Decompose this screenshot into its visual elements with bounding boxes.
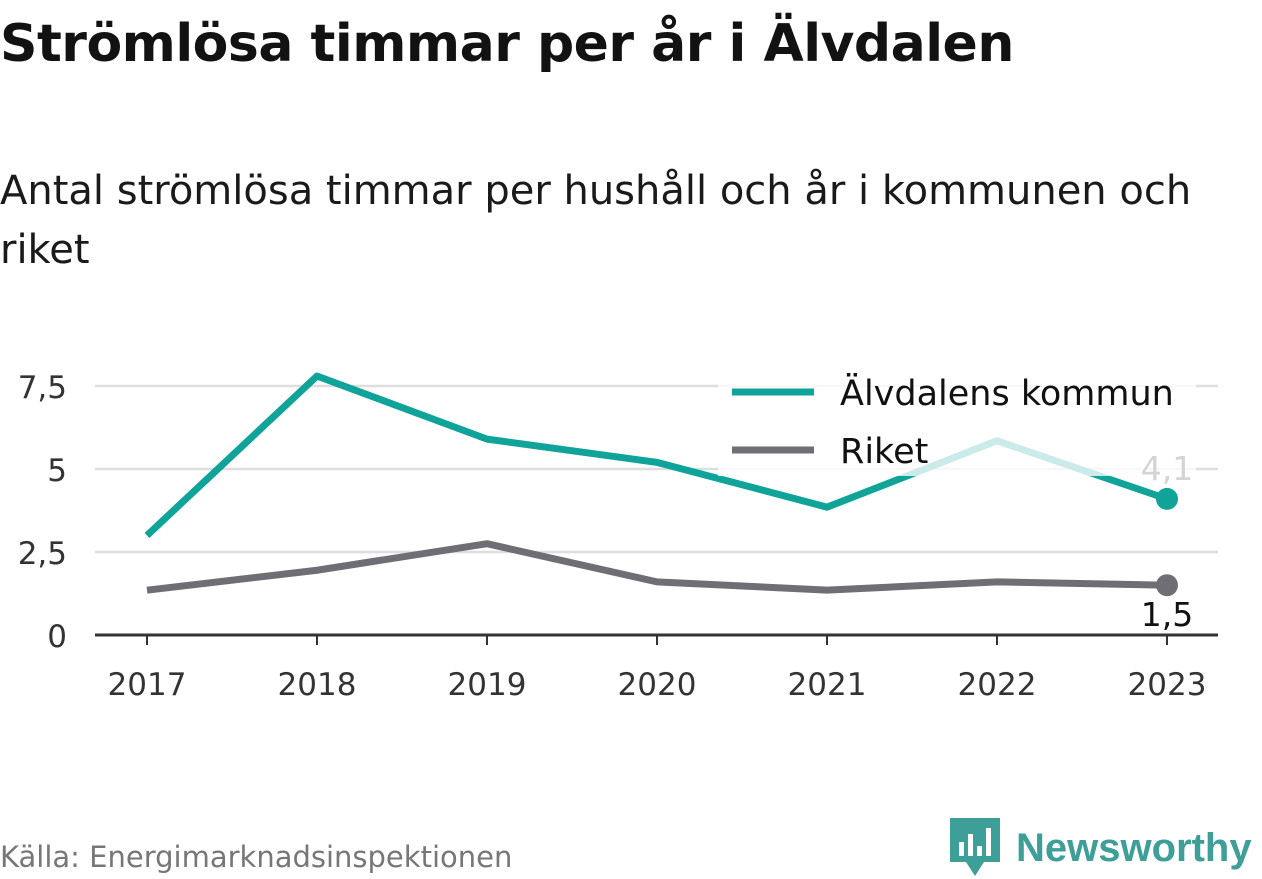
- x-tick-label: 2023: [1128, 667, 1207, 703]
- x-tick-label: 2017: [108, 667, 187, 703]
- end-value-label: 4,1: [1141, 449, 1193, 488]
- x-tick-label: 2018: [278, 667, 357, 703]
- y-tick-label: 0: [47, 619, 67, 655]
- chart-subtitle: Antal strömlösa timmar per hushåll och å…: [0, 168, 1192, 273]
- y-tick-label: 5: [47, 453, 67, 489]
- legend-label-0: Älvdalens kommun: [840, 372, 1174, 414]
- newsworthy-logo-icon: [950, 818, 1000, 876]
- x-tick-label: 2022: [958, 667, 1037, 703]
- legend-label-1: Riket: [840, 432, 928, 472]
- x-tick-label: 2021: [788, 667, 867, 703]
- y-tick-label: 7,5: [18, 370, 67, 406]
- source-note: Källa: Energimarknadsinspektionen: [0, 840, 513, 874]
- brand-logo: Newsworthy: [950, 818, 1252, 878]
- chart-title: Strömlösa timmar per år i Älvdalen: [0, 14, 1014, 74]
- end-marker-0: [1156, 487, 1178, 510]
- y-tick-label: 2,5: [18, 536, 67, 572]
- brand-name: Newsworthy: [1016, 825, 1252, 870]
- legend: Älvdalens kommun Riket: [718, 366, 1196, 476]
- line-chart: 0 2,5 5 7,5 2017 2018 2019 2020 2021 2022 2023 Älvd…: [18, 366, 1218, 703]
- x-tick-label: 2020: [618, 667, 697, 703]
- legend-background: [718, 366, 1196, 476]
- x-tick-label: 2019: [448, 667, 527, 703]
- end-value-label: 1,5: [1141, 595, 1193, 634]
- series-line-1: [146, 540, 1168, 594]
- end-marker-1: [1156, 574, 1178, 597]
